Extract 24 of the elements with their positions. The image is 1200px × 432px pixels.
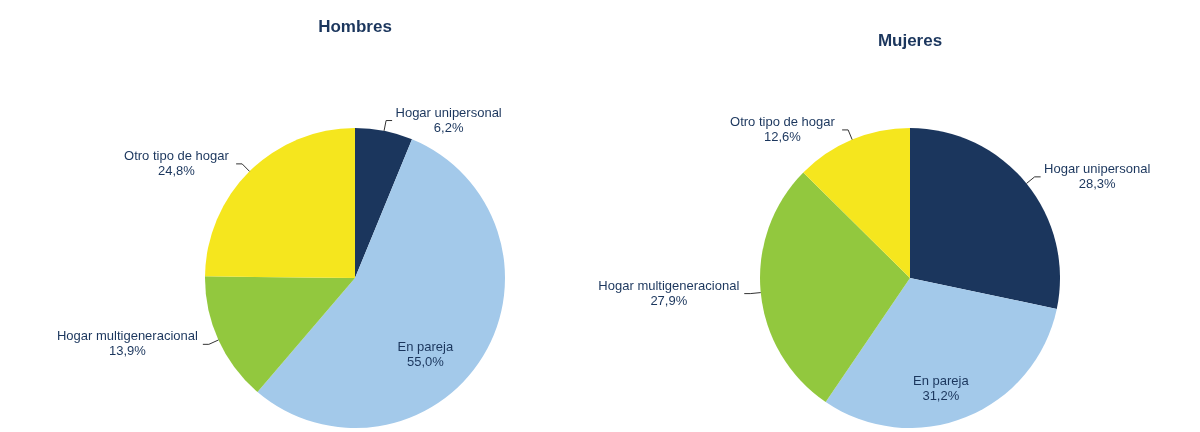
slice-label: Hogar unipersonal: [395, 104, 502, 120]
data-label: 12,6%: [763, 128, 802, 144]
pie-slice: [760, 172, 910, 403]
data-label: 6,2%: [433, 119, 464, 135]
slice-label: Otro tipo de hogar: [730, 113, 836, 129]
pie-slice: [205, 276, 355, 392]
data-label: 55,0%: [406, 354, 445, 370]
data-label: 24,8%: [158, 162, 196, 178]
data-label: 28,3%: [1078, 175, 1117, 191]
slice-label: En pareja: [913, 372, 970, 388]
chart-title: Mujeres: [877, 31, 943, 50]
slice-label: Hogar multigeneracional: [598, 277, 740, 293]
pie-slice: [355, 128, 413, 278]
slice-label: En pareja: [397, 339, 454, 355]
pie-slice: [825, 278, 1057, 428]
data-label: 27,9%: [650, 292, 688, 308]
chart-title: Hombres: [318, 17, 392, 36]
pie-slice: [257, 139, 505, 428]
pie-slice: [803, 128, 910, 278]
slice-label: Otro tipo de hogar: [124, 147, 230, 163]
slice-label: Hogar multigeneracional: [56, 328, 198, 344]
slice-label: Hogar unipersonal: [1044, 160, 1151, 176]
data-label: 31,2%: [922, 387, 960, 403]
data-label: 13,9%: [108, 343, 147, 359]
